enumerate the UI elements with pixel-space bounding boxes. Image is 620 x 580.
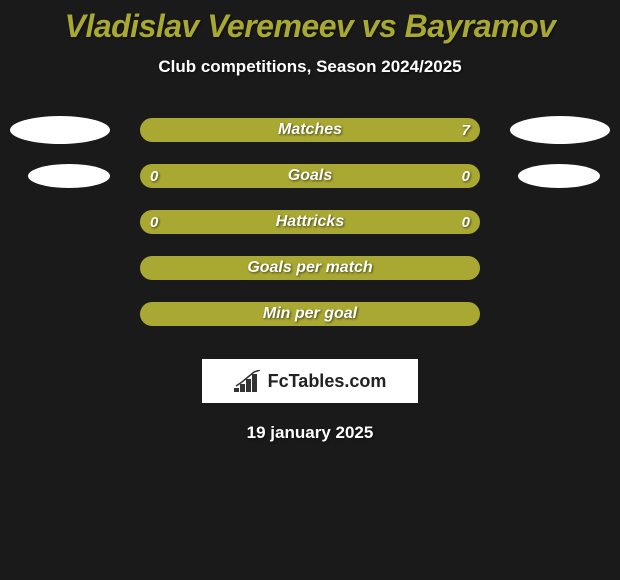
- stat-row: 0 Hattricks 0: [0, 199, 620, 245]
- stat-label: Goals per match: [247, 259, 372, 277]
- stat-right-value: 7: [462, 122, 470, 139]
- player2-ellipse: [518, 164, 600, 188]
- stat-left-value: 0: [150, 168, 158, 185]
- stat-bar: Matches 7: [140, 118, 480, 142]
- stat-row: 0 Goals 0: [0, 153, 620, 199]
- player1-ellipse: [10, 116, 110, 144]
- comparison-infographic: Vladislav Veremeev vs Bayramov Club comp…: [0, 0, 620, 580]
- stat-right-value: 0: [462, 214, 470, 231]
- comparison-title: Vladislav Veremeev vs Bayramov: [0, 8, 620, 45]
- player2-ellipse: [510, 116, 610, 144]
- stat-row: Min per goal: [0, 291, 620, 337]
- stat-bar: 0 Goals 0: [140, 164, 480, 188]
- vs-text: vs: [353, 8, 404, 44]
- stat-bar: Goals per match: [140, 256, 480, 280]
- stat-left-value: 0: [150, 214, 158, 231]
- stat-label: Goals: [288, 167, 332, 185]
- stat-row: Goals per match: [0, 245, 620, 291]
- date-text: 19 january 2025: [0, 423, 620, 443]
- logo-text: FcTables.com: [268, 371, 387, 392]
- player1-name: Vladislav Veremeev: [65, 8, 354, 44]
- logo-icon: [234, 370, 264, 392]
- player1-ellipse: [28, 164, 110, 188]
- stat-label: Matches: [278, 121, 342, 139]
- logo-box: FcTables.com: [202, 359, 418, 403]
- stat-row: Matches 7: [0, 107, 620, 153]
- player2-name: Bayramov: [405, 8, 556, 44]
- stat-label: Min per goal: [263, 305, 357, 323]
- stat-bar: 0 Hattricks 0: [140, 210, 480, 234]
- subtitle: Club competitions, Season 2024/2025: [0, 57, 620, 77]
- stat-right-value: 0: [462, 168, 470, 185]
- stats-rows: Matches 7 0 Goals 0 0 Hattricks 0 Goals per matc…: [0, 107, 620, 337]
- stat-bar: Min per goal: [140, 302, 480, 326]
- stat-label: Hattricks: [276, 213, 344, 231]
